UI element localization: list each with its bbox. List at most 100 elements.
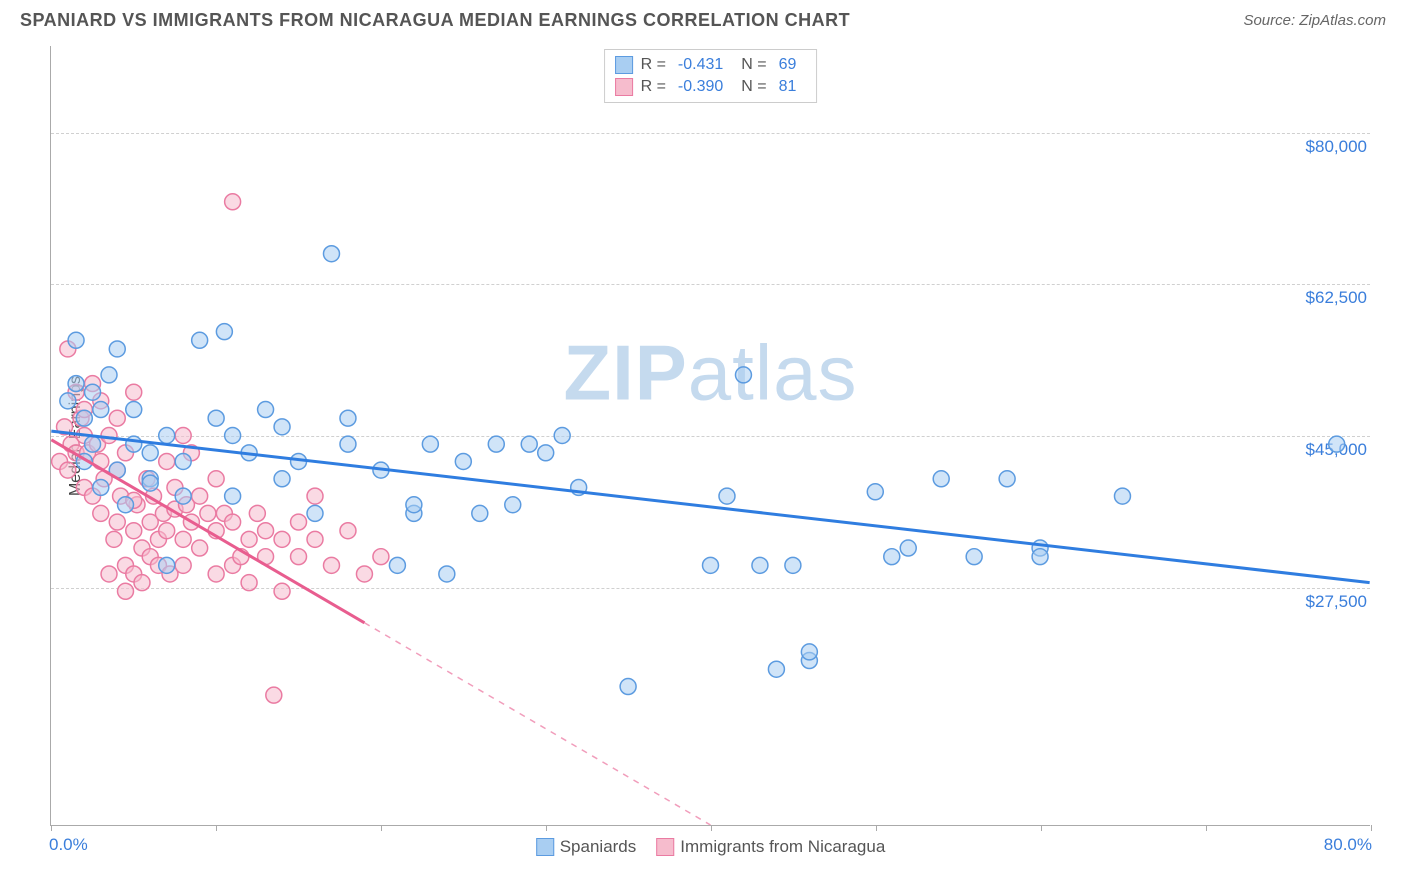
data-point — [1032, 549, 1048, 565]
data-point — [126, 384, 142, 400]
data-point — [225, 194, 241, 210]
legend-swatch-1 — [536, 838, 554, 856]
r-label-1: R = — [641, 56, 666, 74]
data-point — [225, 428, 241, 444]
swatch-series-2 — [615, 78, 633, 96]
data-point — [620, 679, 636, 695]
data-point — [422, 436, 438, 452]
r-label-2: R = — [641, 78, 666, 96]
data-point — [106, 531, 122, 547]
data-point — [142, 475, 158, 491]
legend-label-1: Spaniards — [560, 837, 637, 857]
data-point — [439, 566, 455, 582]
data-point — [208, 566, 224, 582]
n-value-2: 81 — [779, 78, 797, 96]
data-point — [76, 410, 92, 426]
data-point — [801, 644, 817, 660]
data-point — [216, 324, 232, 340]
data-point — [134, 575, 150, 591]
trend-line-dashed — [364, 623, 710, 825]
x-tick — [1371, 825, 1372, 831]
x-tick — [711, 825, 712, 831]
data-point — [101, 428, 117, 444]
data-point — [274, 531, 290, 547]
x-tick — [1041, 825, 1042, 831]
data-point — [225, 488, 241, 504]
data-point — [340, 436, 356, 452]
data-point — [118, 497, 134, 513]
data-point — [356, 566, 372, 582]
data-point — [307, 488, 323, 504]
swatch-series-1 — [615, 56, 633, 74]
data-point — [389, 557, 405, 573]
data-point — [101, 367, 117, 383]
data-point — [307, 531, 323, 547]
data-point — [505, 497, 521, 513]
data-point — [192, 540, 208, 556]
data-point — [109, 341, 125, 357]
legend-swatch-2 — [656, 838, 674, 856]
x-tick — [876, 825, 877, 831]
data-point — [60, 462, 76, 478]
data-point — [933, 471, 949, 487]
data-point — [241, 531, 257, 547]
data-point — [200, 505, 216, 521]
x-tick — [546, 825, 547, 831]
data-point — [1114, 488, 1130, 504]
data-point — [175, 488, 191, 504]
data-point — [249, 505, 265, 521]
data-point — [340, 410, 356, 426]
scatter-svg — [51, 46, 1370, 825]
data-point — [735, 367, 751, 383]
data-point — [884, 549, 900, 565]
data-point — [455, 453, 471, 469]
data-point — [101, 566, 117, 582]
data-point — [1329, 436, 1345, 452]
n-label-2: N = — [741, 78, 766, 96]
data-point — [752, 557, 768, 573]
data-point — [159, 523, 175, 539]
data-point — [291, 549, 307, 565]
data-point — [159, 428, 175, 444]
x-axis-min-label: 0.0% — [49, 835, 88, 855]
data-point — [999, 471, 1015, 487]
data-point — [307, 505, 323, 521]
legend-label-2: Immigrants from Nicaragua — [680, 837, 885, 857]
data-point — [241, 575, 257, 591]
data-point — [159, 453, 175, 469]
data-point — [274, 419, 290, 435]
data-point — [126, 402, 142, 418]
data-point — [109, 410, 125, 426]
data-point — [68, 332, 84, 348]
data-point — [521, 436, 537, 452]
data-point — [554, 428, 570, 444]
data-point — [966, 549, 982, 565]
x-tick — [51, 825, 52, 831]
chart-plot-area: Median Earnings ZIPatlas R = -0.431 N = … — [50, 46, 1370, 826]
data-point — [142, 445, 158, 461]
data-point — [192, 332, 208, 348]
data-point — [175, 453, 191, 469]
data-point — [258, 523, 274, 539]
x-tick — [216, 825, 217, 831]
data-point — [175, 557, 191, 573]
data-point — [472, 505, 488, 521]
data-point — [93, 479, 109, 495]
data-point — [208, 410, 224, 426]
correlation-row-2: R = -0.390 N = 81 — [615, 76, 807, 98]
data-point — [719, 488, 735, 504]
data-point — [768, 661, 784, 677]
legend-item-1: Spaniards — [536, 837, 637, 857]
data-point — [323, 557, 339, 573]
source-attribution: Source: ZipAtlas.com — [1243, 12, 1386, 29]
r-value-1: -0.431 — [678, 56, 723, 74]
data-point — [538, 445, 554, 461]
data-point — [406, 497, 422, 513]
data-point — [867, 484, 883, 500]
x-tick — [1206, 825, 1207, 831]
data-point — [159, 557, 175, 573]
data-point — [175, 428, 191, 444]
data-point — [225, 514, 241, 530]
legend-item-2: Immigrants from Nicaragua — [656, 837, 885, 857]
data-point — [208, 471, 224, 487]
